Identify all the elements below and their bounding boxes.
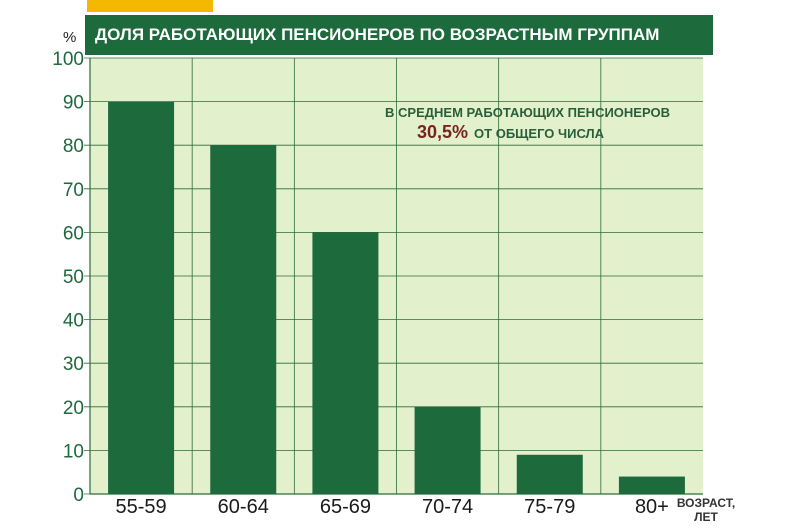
annotation-line1: В СРЕДНЕМ РАБОТАЮЩИХ ПЕНСИОНЕРОВ	[385, 105, 670, 120]
annotation-value: 30,5%	[417, 122, 469, 142]
y-tick-label: 60	[63, 223, 84, 244]
y-tick-label: 70	[63, 180, 84, 201]
bar	[312, 232, 379, 494]
x-tick-label: 60-64	[218, 496, 269, 518]
y-tick-label: 0	[73, 485, 84, 506]
y-tick-label: 40	[63, 311, 84, 332]
y-tick-label: 30	[63, 354, 84, 375]
x-tick-label: 65-69	[320, 496, 371, 518]
chart-title: ДОЛЯ РАБОТАЮЩИХ ПЕНСИОНЕРОВ ПО ВОЗРАСТНЫ…	[85, 15, 713, 55]
y-tick-label: 50	[63, 267, 84, 288]
x-axis-label: ВОЗРАСТ, ЛЕТ	[676, 496, 736, 524]
y-tick-label: 10	[63, 441, 84, 462]
x-tick-label: 80+	[635, 496, 669, 518]
y-tick-label: 90	[63, 93, 84, 114]
bar	[210, 145, 277, 494]
bar	[516, 454, 583, 494]
annotation-line2-text: ОТ ОБЩЕГО ЧИСЛА	[474, 126, 605, 141]
bar	[618, 476, 685, 494]
annotation-line2: 30,5% ОТ ОБЩЕГО ЧИСЛА	[365, 122, 690, 143]
y-unit-label: %	[63, 29, 77, 46]
average-annotation: В СРЕДНЕМ РАБОТАЮЩИХ ПЕНСИОНЕРОВ 30,5% ОТ…	[365, 105, 690, 143]
accent-bar	[87, 0, 213, 12]
y-tick-label: 20	[63, 398, 84, 419]
bar	[108, 101, 175, 494]
x-tick-label: 55-59	[116, 496, 167, 518]
y-tick-label: 80	[63, 136, 84, 157]
x-tick-label: 75-79	[524, 496, 575, 518]
y-tick-label: 100	[52, 49, 84, 70]
x-tick-label: 70-74	[422, 496, 473, 518]
bar	[414, 406, 481, 494]
